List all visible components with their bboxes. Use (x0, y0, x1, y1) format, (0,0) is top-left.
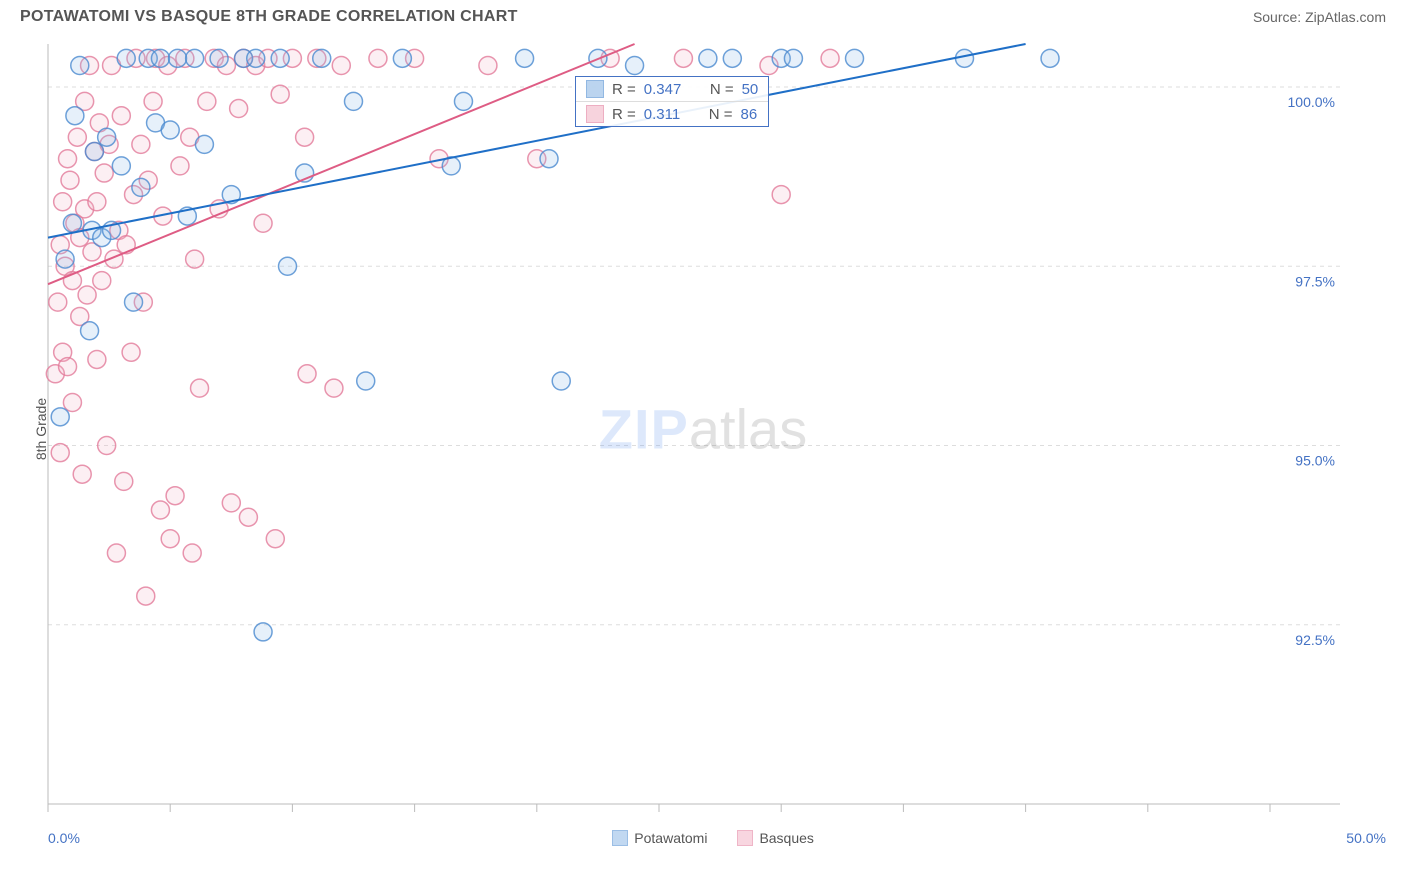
chart-area: 8th Grade 92.5%95.0%97.5%100.0% ZIPatlas… (20, 34, 1386, 824)
svg-text:92.5%: 92.5% (1295, 632, 1335, 648)
legend-item-basques: Basques (737, 830, 813, 846)
source-value: ZipAtlas.com (1305, 9, 1386, 25)
legend-label-basques: Basques (759, 830, 813, 846)
scatter-chart-svg: 92.5% 95.0% 97.5% 100.0% (20, 34, 1350, 824)
correlation-stats-box: R = 0.347 N = 50R = 0.311 N = 86 (575, 76, 769, 127)
x-tick-min: 0.0% (48, 830, 80, 846)
svg-text:95.0%: 95.0% (1295, 453, 1335, 469)
legend-item-potawatomi: Potawatomi (612, 830, 707, 846)
source-label: Source: (1253, 9, 1305, 25)
legend-label-potawatomi: Potawatomi (634, 830, 707, 846)
chart-header: POTAWATOMI VS BASQUE 8TH GRADE CORRELATI… (0, 0, 1406, 30)
source-attribution: Source: ZipAtlas.com (1253, 9, 1386, 25)
x-tick-max: 50.0% (1346, 830, 1386, 846)
x-axis-row: 0.0% Potawatomi Basques 50.0% (48, 830, 1386, 846)
svg-text:97.5%: 97.5% (1295, 273, 1335, 289)
legend: Potawatomi Basques (612, 830, 814, 846)
chart-title: POTAWATOMI VS BASQUE 8TH GRADE CORRELATI… (20, 8, 518, 26)
svg-text:100.0%: 100.0% (1288, 94, 1335, 110)
y-axis-label: 8th Grade (33, 398, 49, 460)
legend-swatch-potawatomi (612, 830, 628, 846)
legend-swatch-basques (737, 830, 753, 846)
